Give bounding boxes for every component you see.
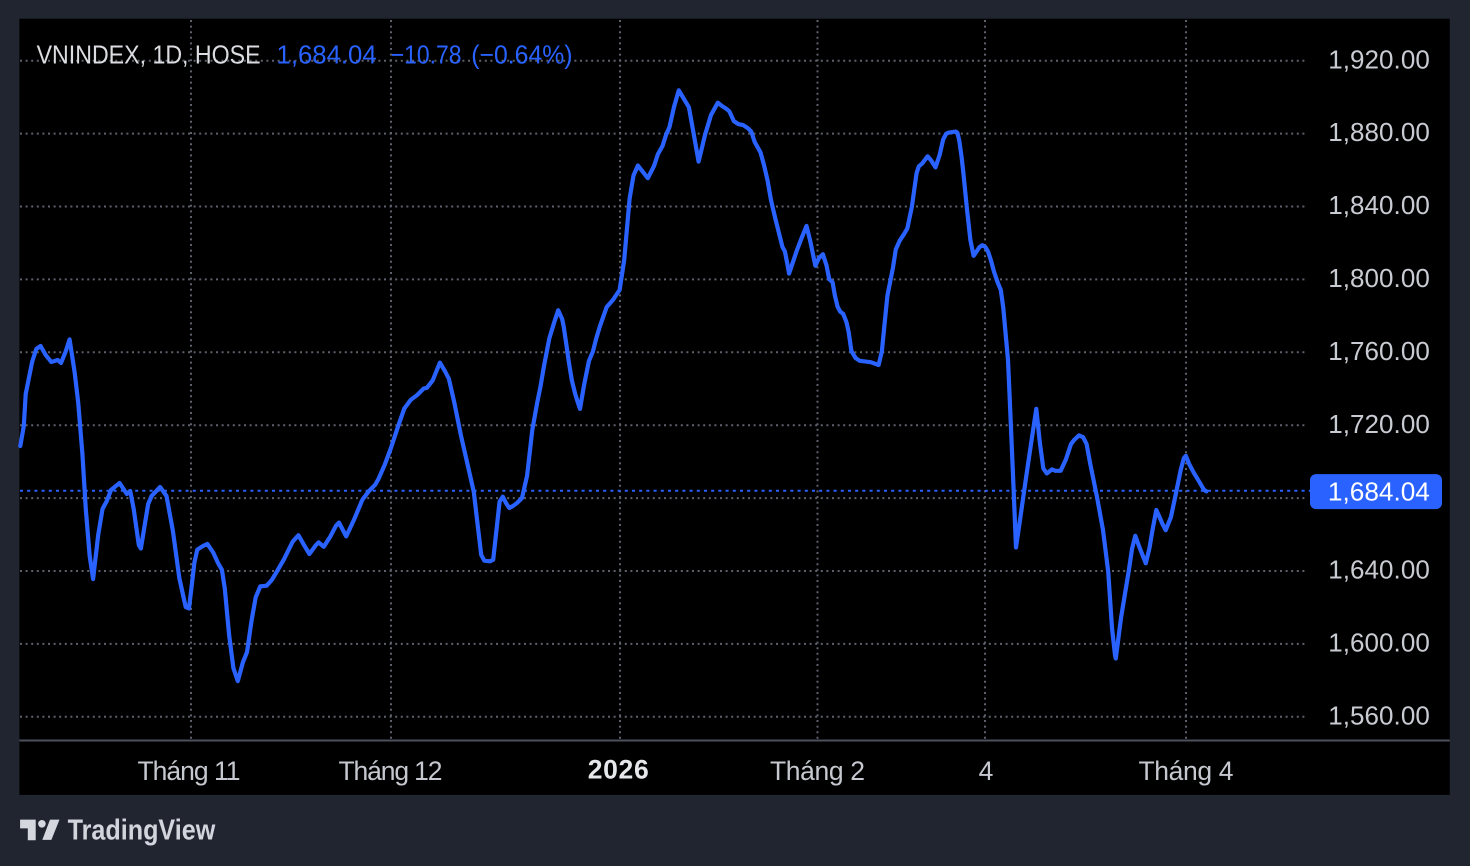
- svg-text:1,840.00: 1,840.00: [1328, 190, 1430, 220]
- svg-text:VNINDEX, 1D, HOSE: VNINDEX, 1D, HOSE: [37, 40, 261, 70]
- svg-text:Tháng 11: Tháng 11: [138, 756, 241, 786]
- svg-text:(−0.64%): (−0.64%): [471, 40, 572, 70]
- svg-text:2026: 2026: [588, 755, 649, 785]
- svg-text:1,684.04: 1,684.04: [277, 40, 377, 70]
- svg-text:1,760.00: 1,760.00: [1328, 336, 1430, 366]
- svg-text:1,880.00: 1,880.00: [1328, 117, 1430, 147]
- svg-text:1,560.00: 1,560.00: [1328, 700, 1430, 730]
- svg-text:1,640.00: 1,640.00: [1328, 555, 1430, 585]
- svg-text:−10.78: −10.78: [391, 40, 462, 70]
- svg-text:1,720.00: 1,720.00: [1328, 409, 1430, 439]
- svg-text:1,800.00: 1,800.00: [1328, 263, 1430, 293]
- svg-text:1,600.00: 1,600.00: [1328, 628, 1430, 658]
- svg-text:1,920.00: 1,920.00: [1328, 44, 1430, 74]
- svg-text:Tháng 4: Tháng 4: [1139, 756, 1234, 786]
- svg-text:1,684.04: 1,684.04: [1328, 477, 1430, 507]
- svg-text:TradingView: TradingView: [68, 814, 216, 846]
- svg-text:Tháng 2: Tháng 2: [770, 756, 865, 786]
- svg-text:4: 4: [979, 756, 994, 786]
- svg-text:Tháng 12: Tháng 12: [339, 756, 443, 786]
